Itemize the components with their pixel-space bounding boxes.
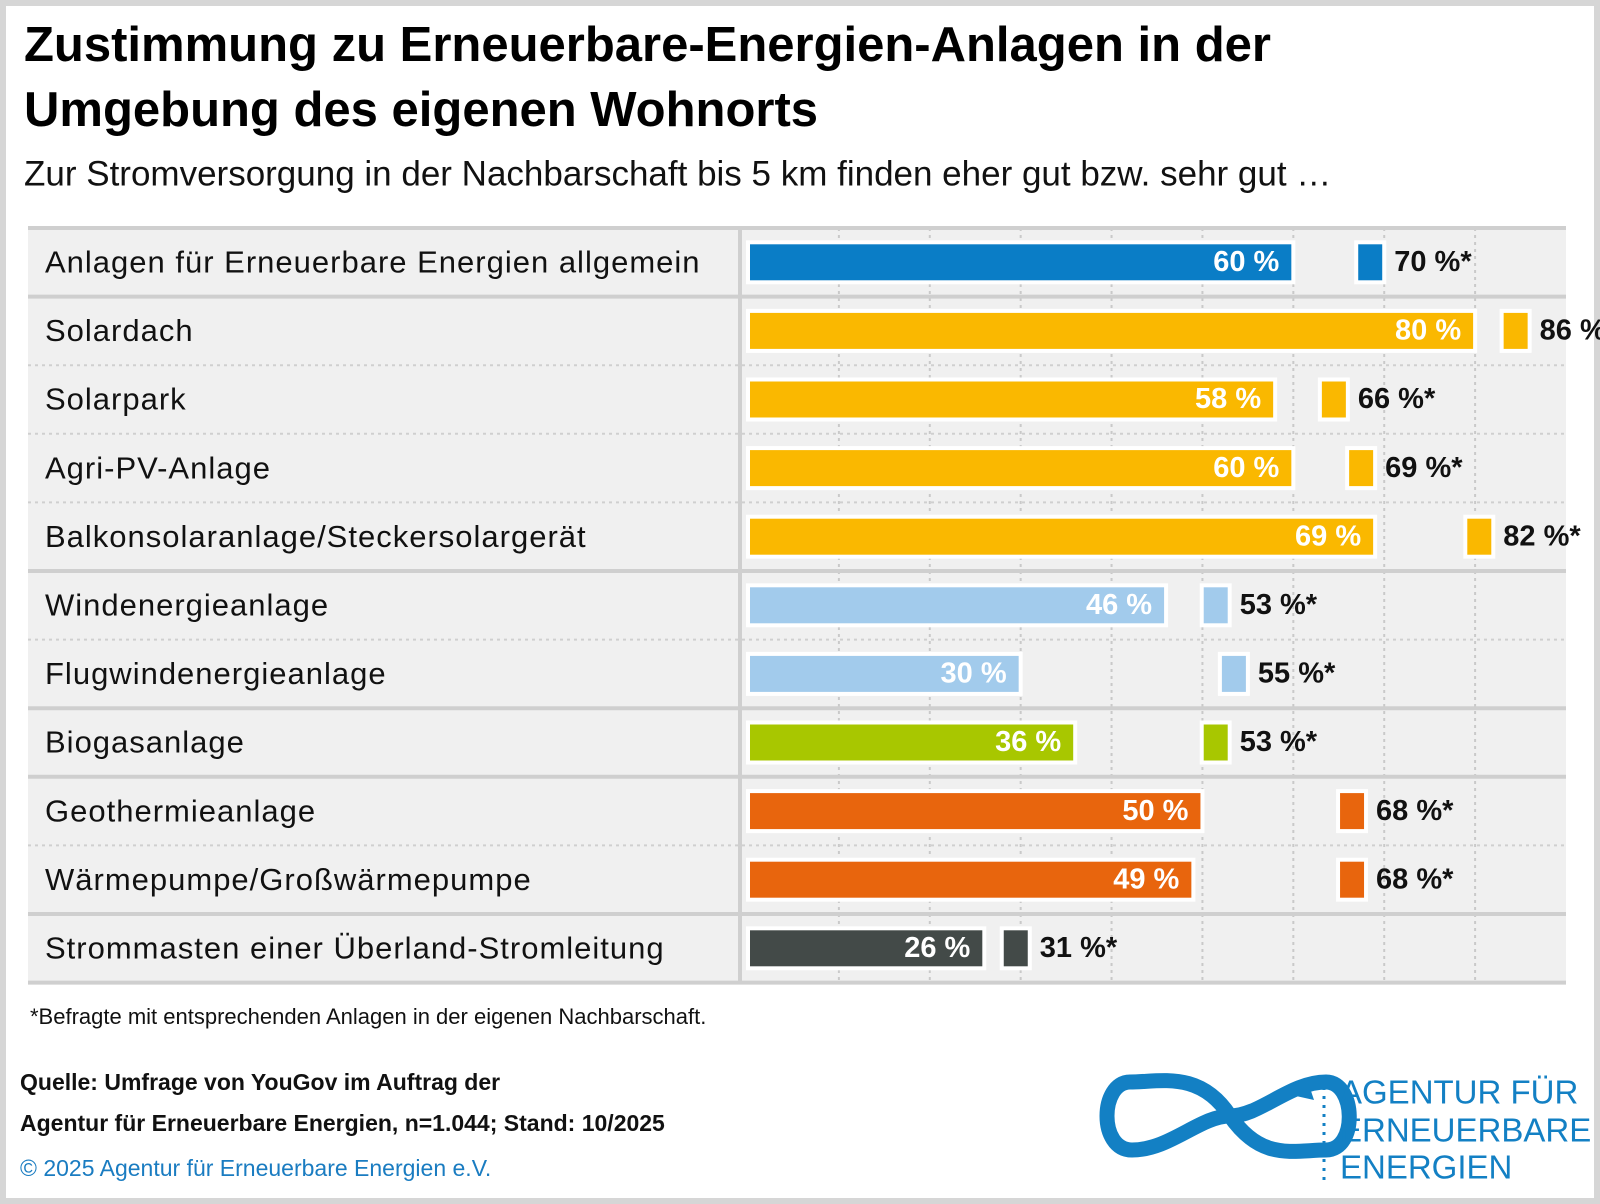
- logo-text: ENERGIEN: [1340, 1149, 1512, 1186]
- source: Quelle: Umfrage von YouGov im Auftrag de…: [20, 1069, 500, 1095]
- bar: [746, 583, 1169, 628]
- marker-label: 66 %*: [1358, 383, 1436, 415]
- footnote: *Befragte mit entsprechenden Anlagen in …: [30, 1004, 706, 1029]
- logo-shape: [1099, 1073, 1357, 1159]
- marker-label: 53 %*: [1240, 589, 1318, 621]
- bar-label: 69 %: [1295, 520, 1361, 552]
- category-label: Wärmepumpe/Großwärmepumpe: [45, 862, 532, 897]
- category-label: Solardach: [45, 313, 194, 348]
- marker-label: 86 %*: [1540, 315, 1600, 347]
- chart-title: Zustimmung zu Erneuerbare-Energien-Anlag…: [24, 18, 1271, 72]
- category-label: Solarpark: [45, 382, 187, 417]
- copyright: © 2025 Agentur für Erneuerbare Energien …: [20, 1155, 491, 1181]
- marker-label: 53 %*: [1240, 726, 1318, 758]
- marker-label: 68 %*: [1376, 863, 1454, 895]
- bar: [746, 308, 1478, 353]
- category-label: Windenergieanlage: [45, 587, 329, 622]
- logo-mark: [1099, 1073, 1357, 1159]
- marker-label: 70 %*: [1394, 246, 1472, 278]
- bar: [746, 377, 1278, 422]
- logo-text: AGENTUR FÜR: [1340, 1074, 1578, 1111]
- marker: [1336, 789, 1369, 834]
- marker: [1217, 651, 1250, 696]
- bar: [746, 720, 1078, 765]
- bar-label: 49 %: [1113, 863, 1179, 895]
- category-label: Agri-PV-Anlage: [45, 450, 271, 485]
- bar-label: 36 %: [995, 726, 1061, 758]
- marker-label: 69 %*: [1385, 452, 1463, 484]
- source: Agentur für Erneuerbare Energien, n=1.04…: [20, 1110, 665, 1136]
- marker: [1199, 720, 1232, 765]
- subtitle: Zur Stromversorgung in der Nachbarschaft…: [24, 154, 1331, 193]
- category-label: Geothermieanlage: [45, 793, 316, 828]
- marker-label: 31 %*: [1040, 932, 1118, 964]
- plot: Anlagen für Erneuerbare Energien allgeme…: [28, 226, 1600, 985]
- marker: [1354, 240, 1387, 285]
- bar: [746, 926, 987, 971]
- marker: [1199, 583, 1232, 628]
- bar-label: 46 %: [1086, 589, 1152, 621]
- bar-label: 26 %: [904, 932, 970, 964]
- bar: [746, 514, 1378, 559]
- marker-label: 68 %*: [1376, 795, 1454, 827]
- marker-label: 82 %*: [1503, 520, 1581, 552]
- category-label: Flugwindenergieanlage: [45, 656, 387, 691]
- marker: [1499, 308, 1532, 353]
- chart-title: Umgebung des eigenen Wohnorts: [24, 83, 818, 137]
- bar: [746, 240, 1296, 285]
- bar-label: 50 %: [1122, 795, 1188, 827]
- category-label: Strommasten einer Überland-Stromleitung: [45, 930, 665, 965]
- marker: [1463, 514, 1496, 559]
- category-label: Balkonsolaranlage/Steckersolargerät: [45, 519, 587, 554]
- bar-label: 30 %: [941, 658, 1007, 690]
- logo-arrow: [1296, 1082, 1314, 1100]
- marker: [999, 926, 1032, 971]
- category-label: Biogasanlage: [45, 725, 245, 760]
- bar-label: 80 %: [1395, 315, 1461, 347]
- bar: [746, 651, 1023, 696]
- marker: [1336, 857, 1369, 902]
- bar-label: 58 %: [1195, 383, 1261, 415]
- bar: [746, 446, 1296, 491]
- marker-label: 55 %*: [1258, 658, 1336, 690]
- marker: [1345, 446, 1378, 491]
- logo-text: ERNEUERBARE: [1340, 1112, 1591, 1149]
- category-label: Anlagen für Erneuerbare Energien allgeme…: [45, 244, 701, 279]
- bar-label: 60 %: [1213, 452, 1279, 484]
- bar: [746, 857, 1196, 902]
- bar-label: 60 %: [1213, 246, 1279, 278]
- marker: [1317, 377, 1350, 422]
- bar: [746, 789, 1205, 834]
